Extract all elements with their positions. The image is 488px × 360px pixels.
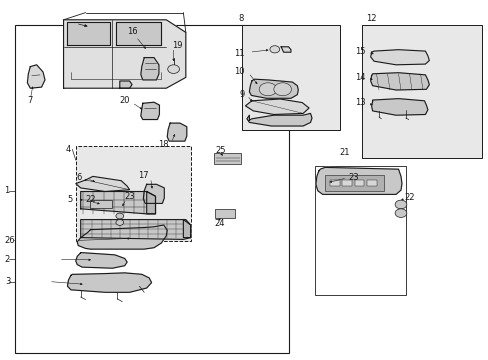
Polygon shape	[281, 47, 290, 52]
Text: 1: 1	[4, 186, 9, 195]
Polygon shape	[246, 113, 311, 126]
Text: 16: 16	[126, 27, 137, 36]
Polygon shape	[141, 58, 159, 80]
Bar	[342, 180, 351, 186]
Bar	[361, 25, 481, 158]
Text: 8: 8	[238, 14, 243, 23]
Circle shape	[273, 83, 291, 96]
Text: 4: 4	[65, 145, 71, 154]
Bar	[15, 25, 288, 353]
Bar	[366, 180, 376, 186]
Bar	[76, 146, 190, 241]
Polygon shape	[27, 65, 45, 88]
Polygon shape	[370, 73, 428, 90]
Text: 15: 15	[355, 46, 365, 55]
Polygon shape	[143, 184, 164, 203]
Bar	[90, 200, 112, 208]
Text: 13: 13	[354, 98, 365, 107]
Polygon shape	[81, 220, 190, 239]
Text: 26: 26	[5, 236, 16, 245]
Circle shape	[167, 65, 179, 73]
Bar	[215, 209, 234, 218]
Text: 18: 18	[158, 140, 168, 149]
Polygon shape	[76, 176, 129, 192]
Polygon shape	[67, 22, 110, 45]
Polygon shape	[77, 225, 167, 249]
Polygon shape	[183, 220, 190, 238]
Polygon shape	[167, 123, 186, 141]
Polygon shape	[371, 99, 427, 115]
Circle shape	[116, 220, 123, 225]
Bar	[354, 180, 364, 186]
Polygon shape	[120, 81, 132, 88]
Text: 7: 7	[27, 96, 32, 105]
Text: 10: 10	[234, 68, 244, 77]
Circle shape	[394, 200, 406, 209]
Circle shape	[394, 209, 406, 217]
Polygon shape	[76, 253, 127, 268]
Text: 20: 20	[119, 96, 129, 105]
Text: 22: 22	[85, 195, 96, 204]
Text: 19: 19	[172, 40, 182, 49]
Text: 3: 3	[5, 277, 10, 286]
Bar	[329, 180, 339, 186]
Polygon shape	[63, 20, 185, 88]
Polygon shape	[116, 22, 161, 45]
Text: 5: 5	[67, 195, 72, 204]
Polygon shape	[370, 50, 428, 65]
Polygon shape	[141, 102, 159, 120]
Polygon shape	[245, 99, 308, 114]
Circle shape	[116, 213, 123, 219]
Text: 23: 23	[347, 173, 358, 181]
Bar	[214, 153, 241, 164]
Polygon shape	[67, 273, 151, 292]
Text: 25: 25	[215, 146, 225, 155]
Text: 2: 2	[5, 255, 10, 264]
Text: 21: 21	[339, 148, 349, 157]
Bar	[315, 166, 405, 295]
Text: 12: 12	[366, 14, 376, 23]
Text: 24: 24	[214, 219, 224, 228]
Polygon shape	[249, 79, 298, 98]
Text: 17: 17	[138, 171, 149, 180]
Text: 23: 23	[124, 192, 135, 201]
Bar	[325, 175, 383, 191]
Text: 9: 9	[239, 90, 244, 99]
Circle shape	[269, 46, 279, 53]
Polygon shape	[81, 192, 155, 214]
Polygon shape	[146, 192, 155, 214]
Text: 11: 11	[234, 49, 244, 58]
Polygon shape	[315, 167, 401, 194]
Text: 14: 14	[355, 73, 365, 82]
Circle shape	[259, 83, 276, 96]
Text: 22: 22	[403, 194, 413, 202]
Bar	[242, 25, 339, 130]
Text: 6: 6	[77, 173, 82, 181]
